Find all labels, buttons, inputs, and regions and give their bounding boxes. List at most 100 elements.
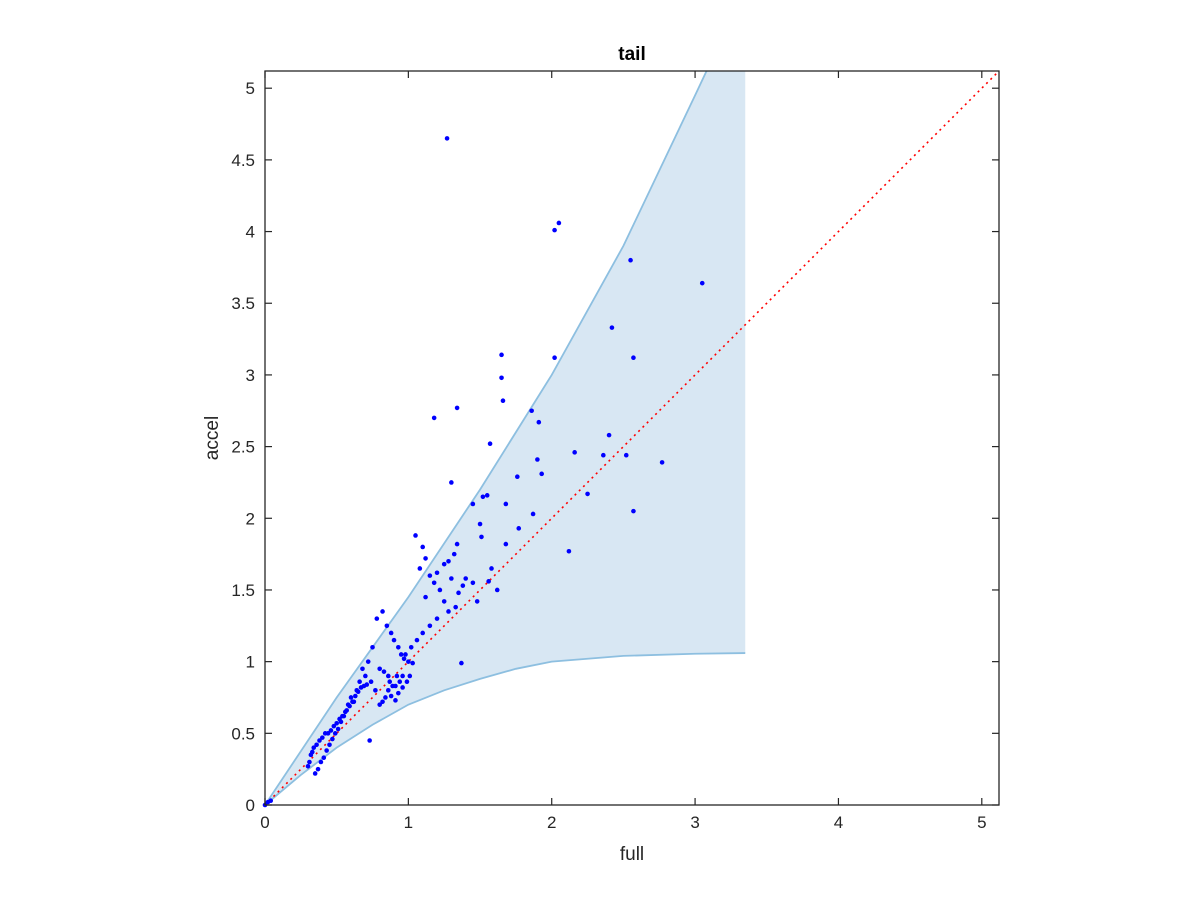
data-point — [585, 491, 590, 497]
data-point — [385, 673, 391, 679]
data-point — [503, 501, 509, 507]
data-point — [407, 673, 413, 679]
data-point — [327, 742, 332, 748]
data-point — [417, 566, 423, 571]
data-point — [539, 471, 544, 477]
data-point — [393, 698, 398, 703]
data-point — [484, 493, 490, 498]
data-point — [355, 689, 361, 695]
data-point — [453, 604, 458, 610]
data-point — [370, 645, 375, 650]
data-point — [331, 723, 337, 729]
data-point — [388, 630, 394, 636]
data-point — [317, 738, 322, 743]
data-point — [499, 352, 504, 358]
data-point — [479, 534, 484, 540]
data-point — [348, 695, 354, 700]
data-point — [397, 679, 403, 685]
data-point — [390, 683, 395, 689]
data-point — [423, 556, 428, 561]
data-point — [470, 501, 476, 507]
data-point — [499, 375, 504, 381]
data-point — [380, 699, 385, 705]
x-tick-label: 1 — [404, 813, 413, 832]
data-point — [566, 548, 572, 554]
band-lower-edge — [264, 652, 746, 806]
data-point — [463, 576, 469, 581]
confidence-band — [265, 71, 746, 805]
x-axis-label: full — [620, 844, 644, 865]
y-tick-label: 1 — [246, 653, 255, 672]
band-upper-edge — [264, 70, 708, 806]
data-point — [451, 551, 457, 557]
data-point — [330, 736, 335, 742]
data-point — [335, 726, 341, 732]
data-point — [318, 759, 324, 765]
data-point — [500, 398, 506, 404]
data-point — [470, 580, 476, 586]
y-tick-label: 2 — [246, 509, 255, 528]
axes: 0 1 2 3 4 5 0 0.5 1 1.5 2 2.5 3 3.5 4 4.5 5 — [231, 70, 1000, 832]
data-point — [364, 682, 370, 687]
data-point — [460, 583, 466, 588]
x-tick-label: 2 — [547, 813, 556, 832]
data-point — [454, 405, 460, 411]
data-point — [307, 759, 312, 765]
data-point — [659, 460, 665, 465]
data-point — [400, 685, 405, 690]
data-point — [391, 637, 397, 643]
data-point — [556, 220, 562, 226]
data-point — [427, 573, 433, 578]
data-point — [268, 798, 274, 803]
data-point — [437, 587, 443, 593]
data-point — [515, 474, 520, 480]
data-point — [699, 280, 705, 286]
chart-title: tail — [618, 44, 645, 65]
data-point — [341, 713, 347, 719]
data-point — [368, 679, 374, 685]
data-point — [305, 763, 311, 769]
data-point — [350, 699, 355, 705]
data-point — [396, 645, 401, 650]
data-point — [398, 652, 404, 657]
data-point — [320, 735, 325, 740]
data-point — [388, 693, 394, 699]
data-point — [406, 659, 411, 664]
reference-line — [264, 70, 1000, 806]
data-point — [344, 708, 350, 713]
data-point — [367, 738, 372, 743]
y-axis-label: accel — [202, 416, 223, 460]
data-point — [552, 227, 557, 233]
data-point — [414, 637, 420, 643]
data-point — [357, 679, 362, 685]
data-point — [404, 679, 410, 685]
plot-area — [262, 70, 1000, 808]
y-tick-label: 2.5 — [231, 438, 255, 457]
data-point — [441, 599, 447, 604]
data-point — [400, 673, 405, 679]
data-point — [385, 688, 391, 693]
data-point — [431, 580, 437, 586]
data-point — [383, 695, 388, 700]
data-point — [314, 742, 319, 748]
data-point — [338, 719, 344, 725]
data-point — [332, 731, 338, 736]
data-point — [360, 666, 365, 672]
data-point — [486, 579, 491, 584]
data-point — [396, 690, 401, 696]
data-point — [487, 441, 493, 447]
data-point — [474, 599, 480, 604]
data-point — [373, 688, 378, 693]
data-point — [381, 669, 387, 674]
data-point — [601, 452, 606, 458]
data-point — [431, 415, 437, 421]
data-point — [387, 679, 393, 685]
y-tick-label: 3.5 — [231, 294, 255, 313]
data-point — [377, 702, 382, 707]
data-point — [441, 561, 447, 567]
data-point — [324, 748, 329, 753]
data-point — [321, 755, 327, 760]
data-point — [552, 355, 557, 361]
x-tick-label: 5 — [977, 813, 986, 832]
x-tick-label: 4 — [834, 813, 843, 832]
